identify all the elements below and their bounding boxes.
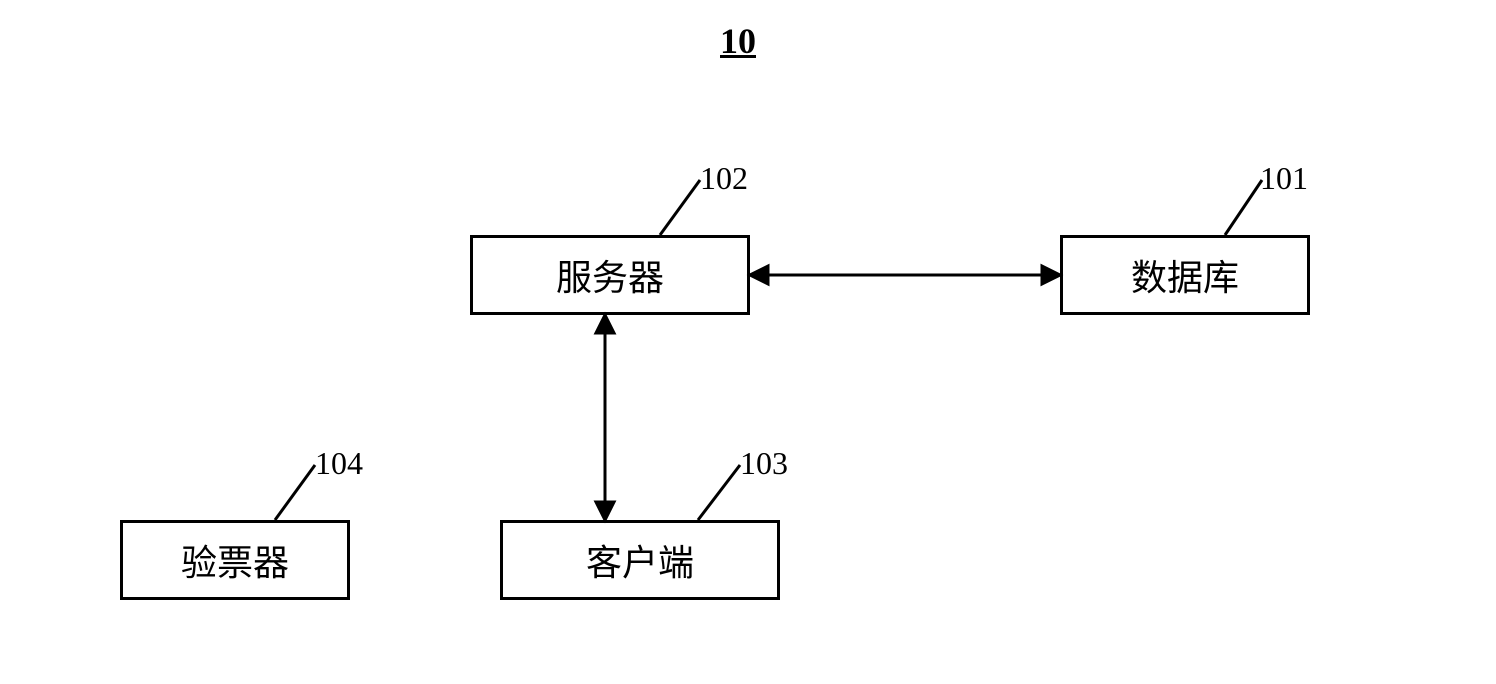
diagram-title-text: 10 — [720, 21, 756, 61]
ref-validator: 104 — [315, 445, 363, 482]
ref-client: 103 — [740, 445, 788, 482]
box-database: 数据库 — [1060, 235, 1310, 315]
box-client-label: 客户端 — [586, 534, 694, 586]
ref-server: 102 — [700, 160, 748, 197]
box-server-label: 服务器 — [556, 249, 664, 301]
ref-database: 101 — [1260, 160, 1308, 197]
box-server: 服务器 — [470, 235, 750, 315]
diagram-title: 10 — [720, 20, 756, 62]
box-database-label: 数据库 — [1131, 249, 1239, 301]
box-validator: 验票器 — [120, 520, 350, 600]
box-validator-label: 验票器 — [181, 534, 289, 586]
box-client: 客户端 — [500, 520, 780, 600]
